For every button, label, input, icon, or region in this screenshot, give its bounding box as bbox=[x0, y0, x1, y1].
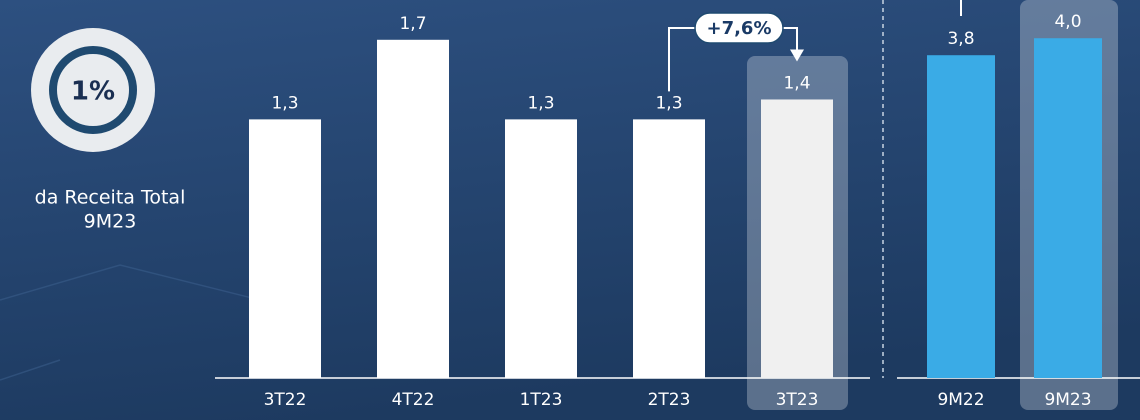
badge-caption-period: 9M23 bbox=[84, 211, 137, 233]
bar bbox=[761, 99, 833, 378]
bar bbox=[633, 119, 705, 379]
annotation-pill bbox=[694, 12, 784, 44]
badge-ring bbox=[49, 46, 137, 134]
badge-value: 1% bbox=[71, 77, 115, 107]
value-label: 4,0 bbox=[1054, 12, 1081, 32]
annotation: +7,6% bbox=[706, 18, 771, 39]
value-label: 1,7 bbox=[399, 14, 426, 34]
x-tick-label: 2T23 bbox=[648, 390, 691, 410]
x-tick-label: 3T23 bbox=[776, 390, 819, 410]
bar bbox=[1034, 38, 1102, 378]
value-label: 1,3 bbox=[527, 93, 554, 113]
value-label: 1,4 bbox=[783, 73, 810, 93]
badge-caption: da Receita Total bbox=[35, 187, 186, 209]
x-tick-label: 3T22 bbox=[264, 390, 307, 410]
x-tick-label: 1T23 bbox=[520, 390, 563, 410]
bar bbox=[927, 55, 995, 379]
bar bbox=[505, 119, 577, 379]
bar bbox=[377, 39, 449, 378]
x-tick-label: 9M23 bbox=[1044, 390, 1091, 410]
bar bbox=[249, 119, 321, 379]
value-label: 1,3 bbox=[271, 93, 298, 113]
x-tick-label: 9M22 bbox=[937, 390, 984, 410]
annotation-arrowhead bbox=[790, 49, 804, 62]
value-label: 3,8 bbox=[947, 29, 974, 49]
x-tick-label: 4T22 bbox=[392, 390, 435, 410]
decor-lines bbox=[0, 264, 261, 381]
value-label: 1,3 bbox=[655, 93, 682, 113]
